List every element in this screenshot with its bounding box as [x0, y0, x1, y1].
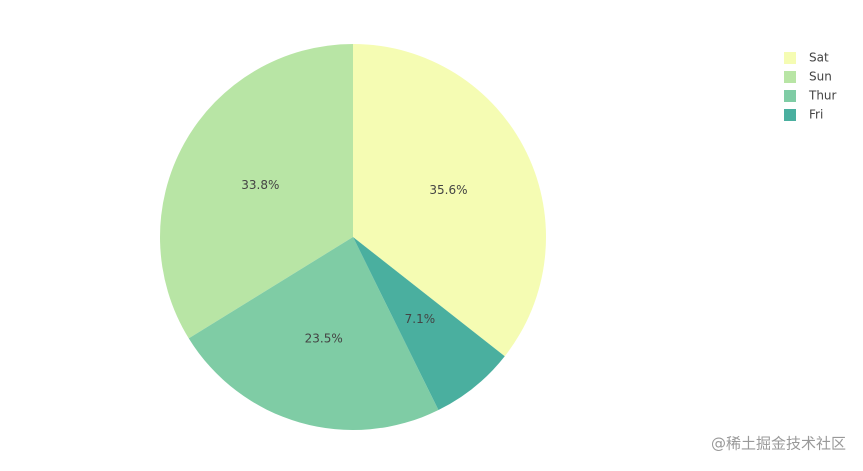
slice-label: 35.6% [429, 183, 467, 197]
slice-label: 23.5% [305, 332, 343, 346]
legend-swatch [784, 71, 796, 83]
legend-swatch [784, 109, 796, 121]
slice-label: 33.8% [241, 178, 279, 192]
pie-slice [353, 44, 547, 357]
legend-swatch [784, 90, 796, 102]
pie-slice [353, 237, 505, 411]
pie-slice [160, 44, 353, 339]
legend-label: Sat [809, 51, 829, 65]
slice-label: 7.1% [405, 312, 436, 326]
legend-label: Thur [808, 89, 837, 103]
legend-label: Fri [809, 108, 823, 122]
legend-swatch [784, 52, 796, 64]
pie-slice [188, 237, 439, 431]
legend-label: Sun [809, 70, 832, 84]
watermark: @稀土掘金技术社区 [711, 435, 846, 453]
